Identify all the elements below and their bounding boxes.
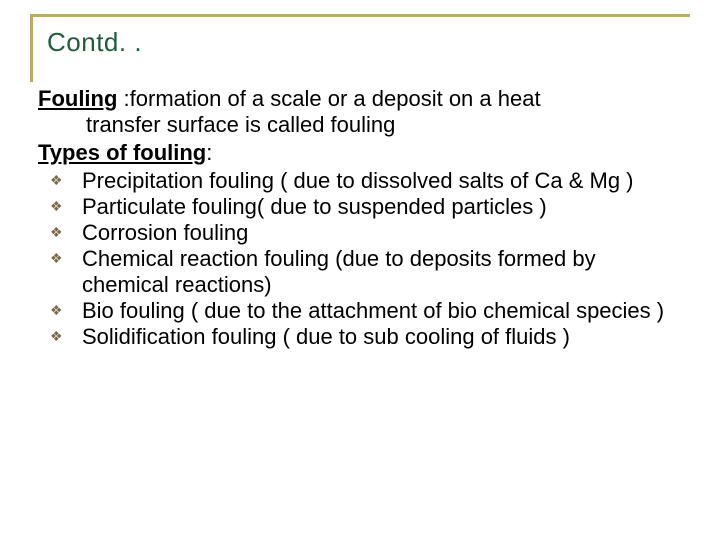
list-item-text: Corrosion fouling (82, 220, 248, 245)
fouling-def-line2: transfer surface is called fouling (38, 112, 686, 138)
title-box: Contd. . (30, 14, 690, 82)
bullet-icon: ❖ (50, 302, 63, 319)
types-heading-suffix: : (206, 140, 212, 165)
list-item-text: Solidification fouling ( due to sub cool… (82, 324, 570, 349)
slide: Contd. . Fouling :formation of a scale o… (0, 0, 720, 540)
bullet-icon: ❖ (50, 172, 63, 189)
slide-title: Contd. . (47, 27, 142, 57)
list-item: ❖ Corrosion fouling (50, 220, 686, 246)
fouling-types-list: ❖ Precipitation fouling ( due to dissolv… (38, 168, 686, 350)
list-item-text: Particulate fouling( due to suspended pa… (82, 194, 547, 219)
bullet-icon: ❖ (50, 224, 63, 241)
fouling-def-line1: :formation of a scale or a deposit on a … (117, 86, 540, 111)
types-heading-line: Types of fouling: (38, 140, 686, 166)
slide-body: Fouling :formation of a scale or a depos… (38, 86, 686, 350)
fouling-definition: Fouling :formation of a scale or a depos… (38, 86, 686, 138)
list-item: ❖ Precipitation fouling ( due to dissolv… (50, 168, 686, 194)
list-item-text: Chemical reaction fouling (due to deposi… (82, 246, 596, 297)
bullet-icon: ❖ (50, 328, 63, 345)
list-item-text: Precipitation fouling ( due to dissolved… (82, 168, 634, 193)
types-heading: Types of fouling (38, 140, 206, 165)
bullet-icon: ❖ (50, 198, 63, 215)
list-item: ❖ Bio fouling ( due to the attachment of… (50, 298, 686, 324)
bullet-icon: ❖ (50, 250, 63, 267)
list-item: ❖ Particulate fouling( due to suspended … (50, 194, 686, 220)
fouling-term: Fouling (38, 86, 117, 111)
list-item: ❖ Chemical reaction fouling (due to depo… (50, 246, 686, 298)
list-item-text: Bio fouling ( due to the attachment of b… (82, 298, 664, 323)
list-item: ❖ Solidification fouling ( due to sub co… (50, 324, 686, 350)
